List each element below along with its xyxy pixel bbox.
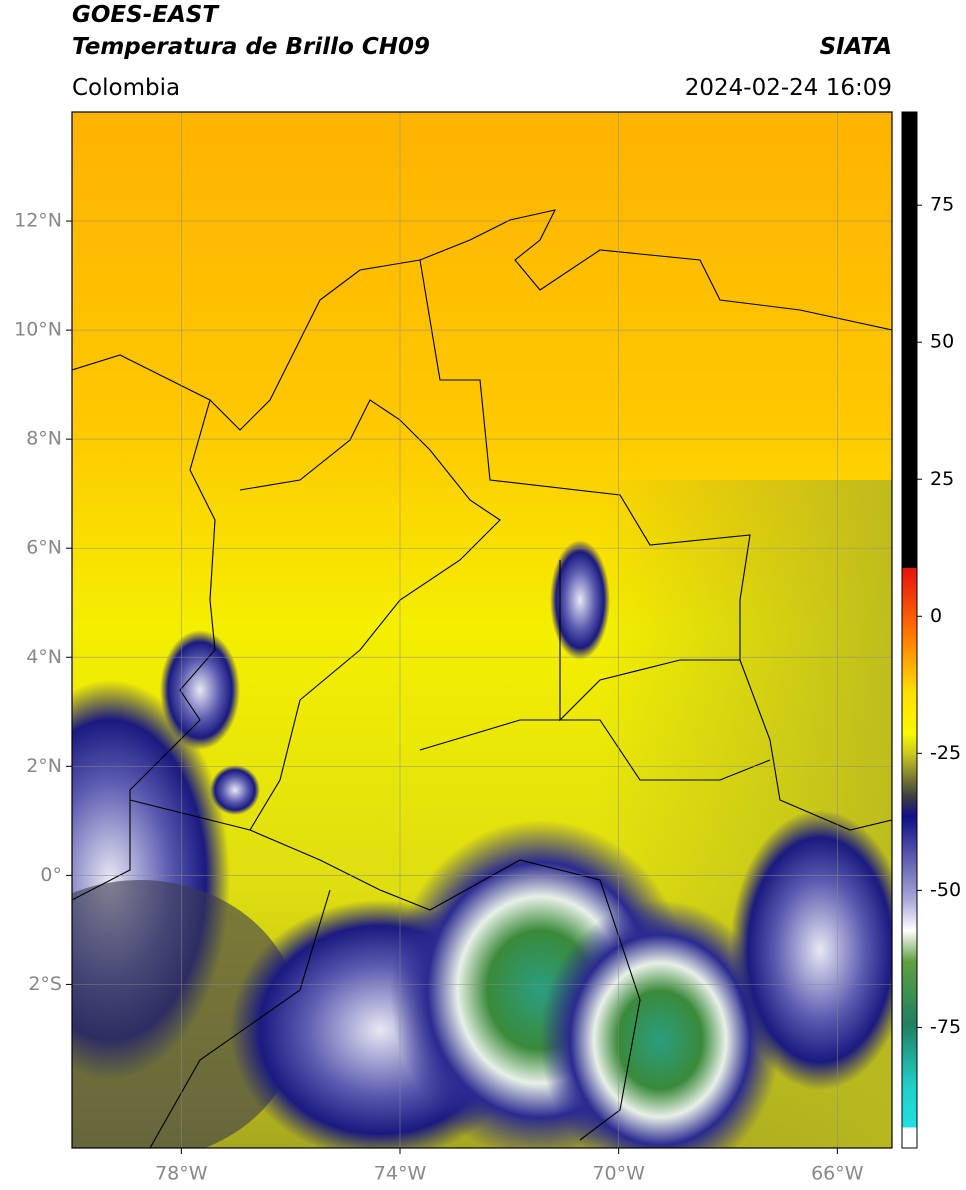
x-tick-label: 74°W <box>374 1163 427 1185</box>
map-frame <box>71 111 893 1149</box>
y-tick-label: 6°N <box>26 537 62 559</box>
satellite-image <box>72 112 892 1148</box>
colorbar-tick-label: 75 <box>930 194 954 216</box>
colorbar-tick-label: 25 <box>930 468 954 490</box>
colorbar-tick-label: -25 <box>930 742 961 764</box>
x-tick-label: 70°W <box>592 1163 645 1185</box>
title: GOES-EAST <box>72 2 220 28</box>
colorbar-tick-label: -50 <box>930 879 961 901</box>
y-tick-label: 12°N <box>14 210 62 232</box>
datetime: 2024-02-24 16:09 <box>685 75 892 101</box>
x-tick-label: 66°W <box>811 1163 864 1185</box>
colorbar-tick-label: 50 <box>930 331 954 353</box>
y-tick-label: 2°S <box>28 973 62 995</box>
grid <box>72 112 892 1148</box>
colorbar <box>901 111 918 1149</box>
x-tick-label: 78°W <box>155 1163 208 1185</box>
y-tick-label: 2°N <box>26 755 62 777</box>
colorbar-tick-label: -75 <box>930 1016 961 1038</box>
subtitle: Temperatura de Brillo CH09 <box>72 34 430 60</box>
y-tick-label: 0° <box>40 864 62 886</box>
region: Colombia <box>72 75 180 101</box>
y-tick-label: 4°N <box>26 646 62 668</box>
y-tick-label: 10°N <box>14 319 62 341</box>
y-tick-label: 8°N <box>26 428 62 450</box>
source: SIATA <box>820 34 892 60</box>
colorbar-tick-label: 0 <box>930 605 942 627</box>
